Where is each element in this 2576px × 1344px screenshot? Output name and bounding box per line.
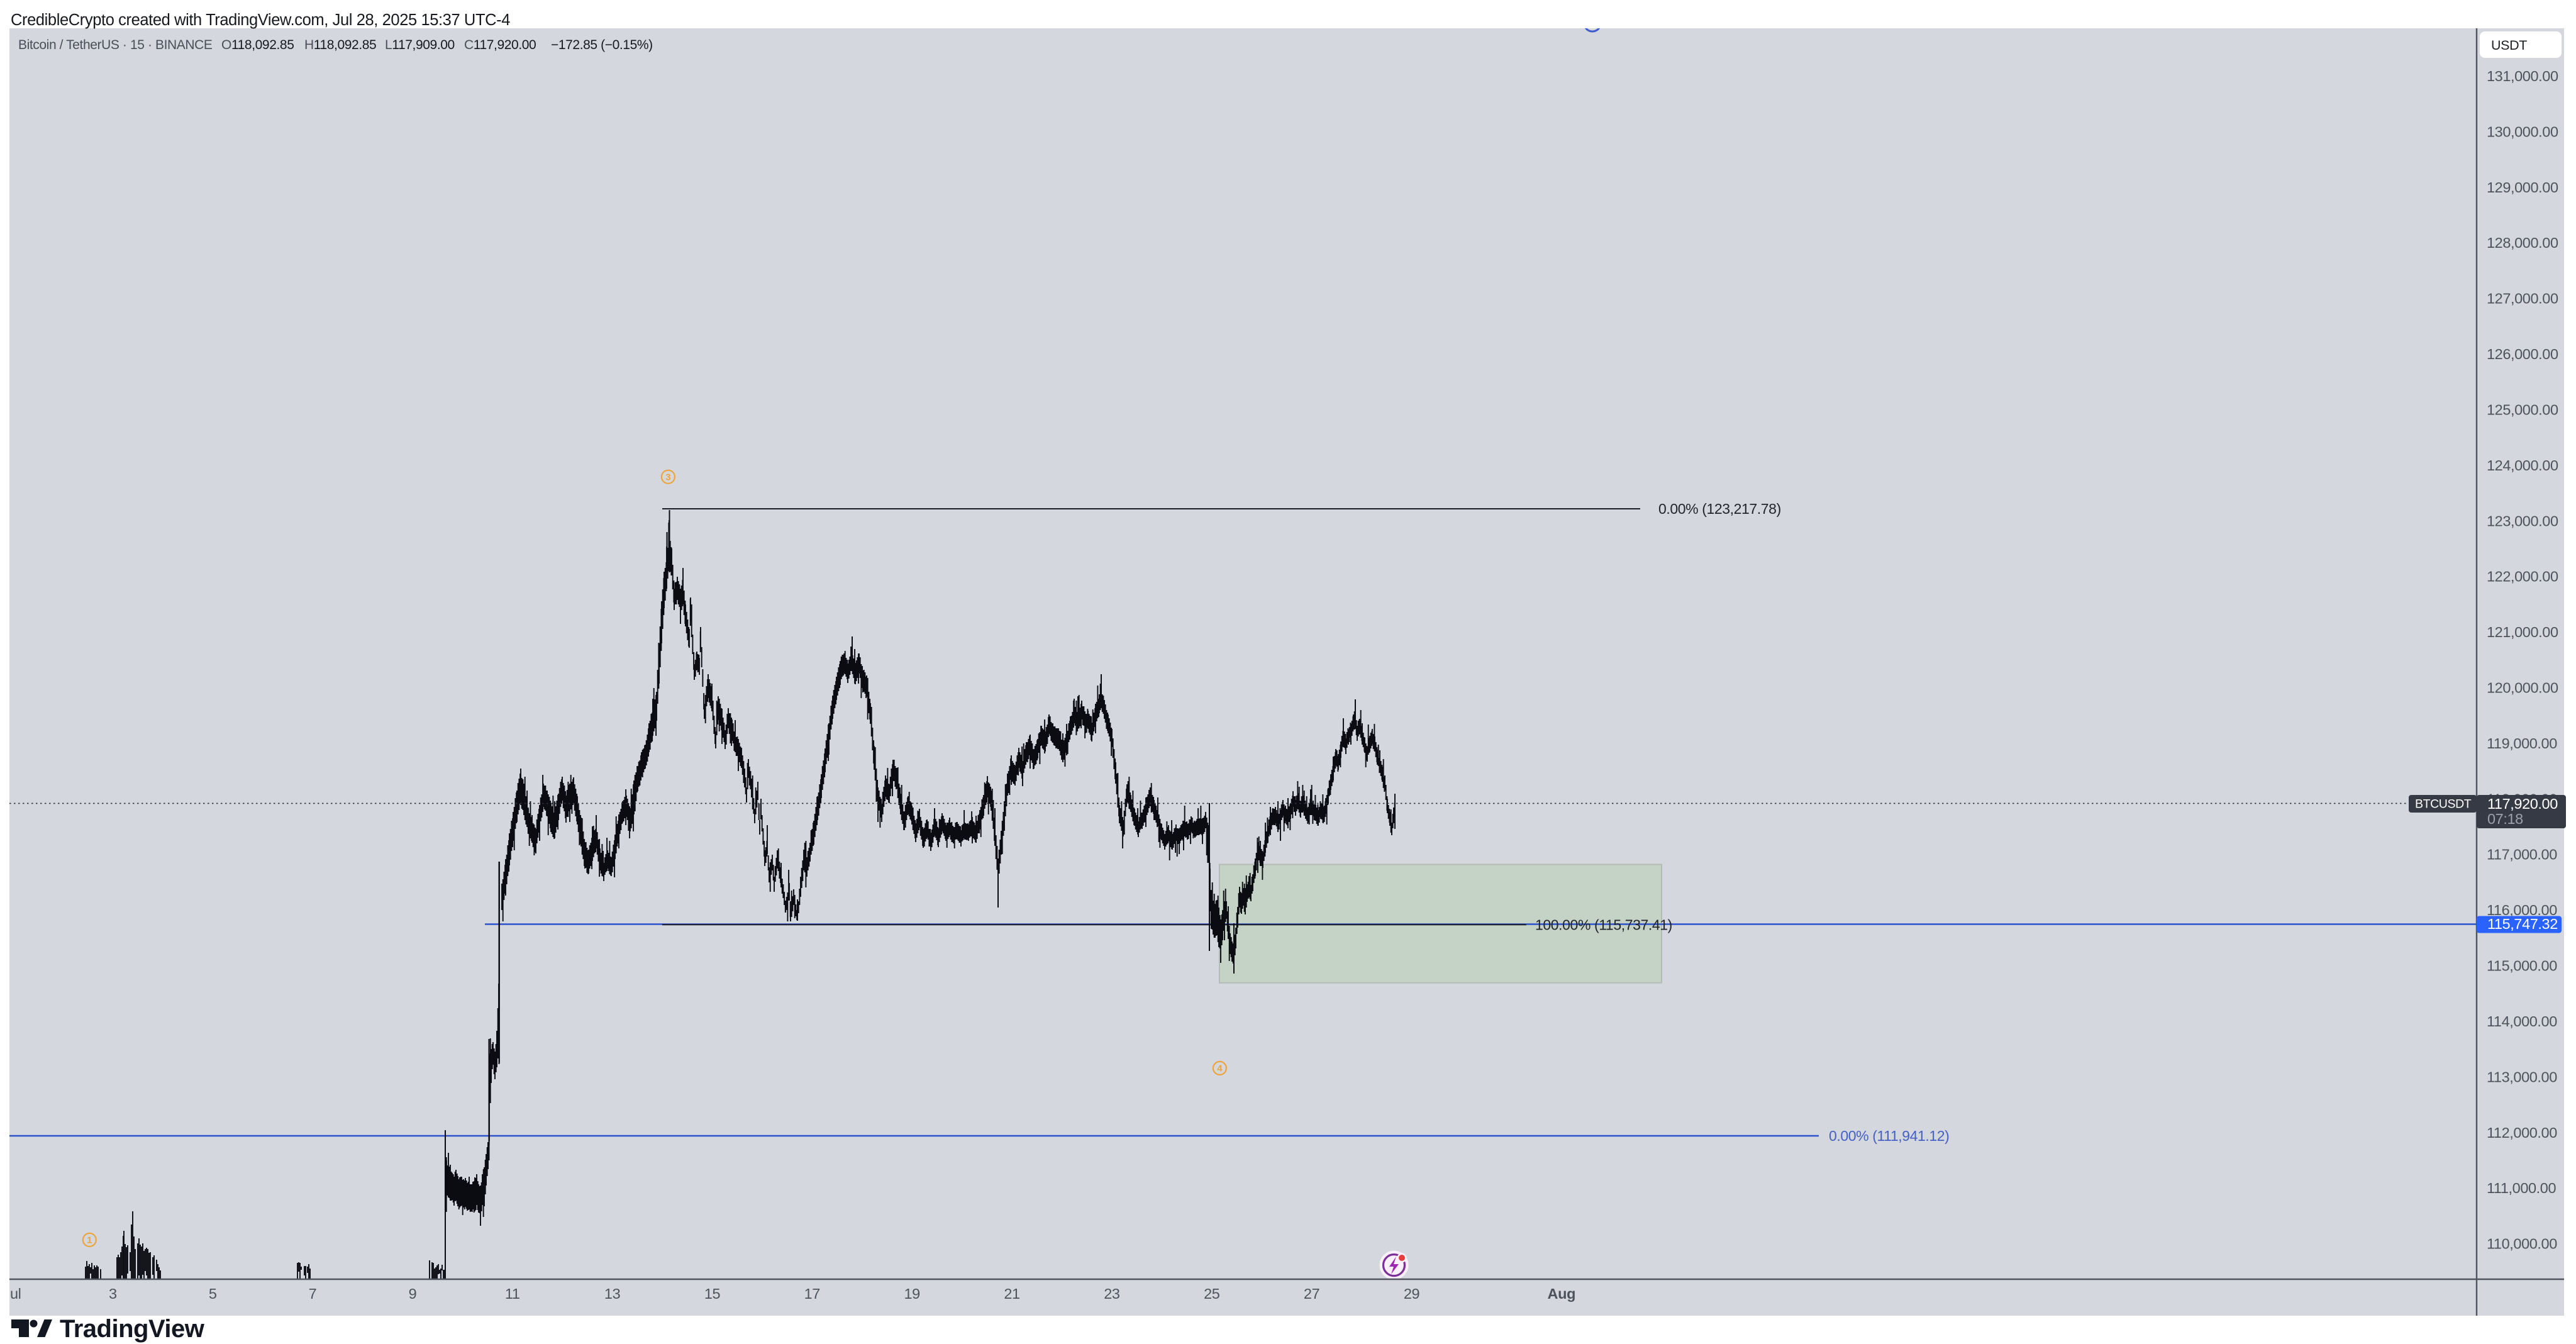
svg-text:0.00% (123,217.78): 0.00% (123,217.78) — [1658, 501, 1781, 517]
svg-text:27: 27 — [1304, 1286, 1319, 1302]
svg-text:4: 4 — [1217, 1064, 1223, 1074]
svg-text:29: 29 — [1404, 1286, 1419, 1302]
svg-text:122,000.00: 122,000.00 — [2487, 569, 2558, 585]
svg-text:129,000.00: 129,000.00 — [2487, 179, 2558, 196]
svg-text:23: 23 — [1104, 1286, 1120, 1302]
svg-text:5: 5 — [209, 1286, 217, 1302]
svg-text:3: 3 — [109, 1286, 117, 1302]
svg-text:ul: ul — [10, 1286, 21, 1302]
svg-text:119,000.00: 119,000.00 — [2487, 735, 2557, 752]
svg-text:110,000.00: 110,000.00 — [2487, 1236, 2557, 1252]
svg-text:25: 25 — [1204, 1286, 1220, 1302]
svg-text:BTCUSDT: BTCUSDT — [2415, 797, 2472, 811]
svg-text:127,000.00: 127,000.00 — [2487, 291, 2558, 307]
svg-text:125,000.00: 125,000.00 — [2487, 401, 2558, 418]
svg-text:CredibleCrypto created with Tr: CredibleCrypto created with TradingView.… — [11, 11, 510, 29]
svg-text:130,000.00: 130,000.00 — [2487, 123, 2558, 140]
svg-text:7: 7 — [309, 1286, 317, 1302]
svg-text:114,000.00: 114,000.00 — [2487, 1013, 2557, 1030]
svg-text:115,000.00: 115,000.00 — [2487, 958, 2557, 974]
svg-text:124,000.00: 124,000.00 — [2487, 457, 2558, 474]
svg-text:13: 13 — [604, 1286, 621, 1302]
svg-text:17: 17 — [804, 1286, 820, 1302]
svg-text:100.00% (115,737.41): 100.00% (115,737.41) — [1535, 916, 1672, 933]
svg-text:120,000.00: 120,000.00 — [2487, 680, 2558, 696]
svg-text:116,000.00: 116,000.00 — [2487, 902, 2557, 918]
svg-text:11: 11 — [505, 1286, 520, 1302]
svg-text:121,000.00: 121,000.00 — [2487, 624, 2558, 640]
svg-text:O118,092.85: O118,092.85 — [221, 38, 294, 52]
svg-text:115,747.32: 115,747.32 — [2487, 916, 2558, 932]
svg-text:131,000.00: 131,000.00 — [2487, 68, 2558, 84]
svg-text:126,000.00: 126,000.00 — [2487, 346, 2558, 362]
svg-text:0.00% (111,941.12): 0.00% (111,941.12) — [1829, 1128, 1949, 1144]
svg-text:117,920.00: 117,920.00 — [2487, 796, 2558, 812]
svg-text:C117,920.00: C117,920.00 — [464, 38, 536, 52]
svg-text:111,000.00: 111,000.00 — [2487, 1180, 2556, 1196]
svg-text:L117,909.00: L117,909.00 — [385, 38, 455, 52]
svg-text:15: 15 — [704, 1286, 721, 1302]
svg-text:TradingView: TradingView — [60, 1315, 205, 1343]
svg-text:113,000.00: 113,000.00 — [2487, 1069, 2557, 1085]
svg-text:3: 3 — [665, 472, 670, 482]
svg-text:21: 21 — [1004, 1286, 1019, 1302]
svg-text:128,000.00: 128,000.00 — [2487, 235, 2558, 251]
svg-text:117,000.00: 117,000.00 — [2487, 847, 2557, 863]
svg-text:USDT: USDT — [2491, 38, 2527, 53]
svg-text:123,000.00: 123,000.00 — [2487, 513, 2558, 529]
svg-text:9: 9 — [409, 1286, 417, 1302]
svg-text:−172.85 (−0.15%): −172.85 (−0.15%) — [551, 38, 653, 52]
svg-text:Aug: Aug — [1548, 1286, 1575, 1302]
svg-text:H118,092.85: H118,092.85 — [304, 38, 376, 52]
svg-text:Bitcoin / TetherUS · 15 · BINA: Bitcoin / TetherUS · 15 · BINANCE — [18, 38, 213, 52]
svg-text:1: 1 — [87, 1235, 92, 1246]
svg-text:112,000.00: 112,000.00 — [2487, 1125, 2557, 1141]
svg-text:07:18: 07:18 — [2487, 811, 2523, 827]
svg-text:19: 19 — [904, 1286, 920, 1302]
